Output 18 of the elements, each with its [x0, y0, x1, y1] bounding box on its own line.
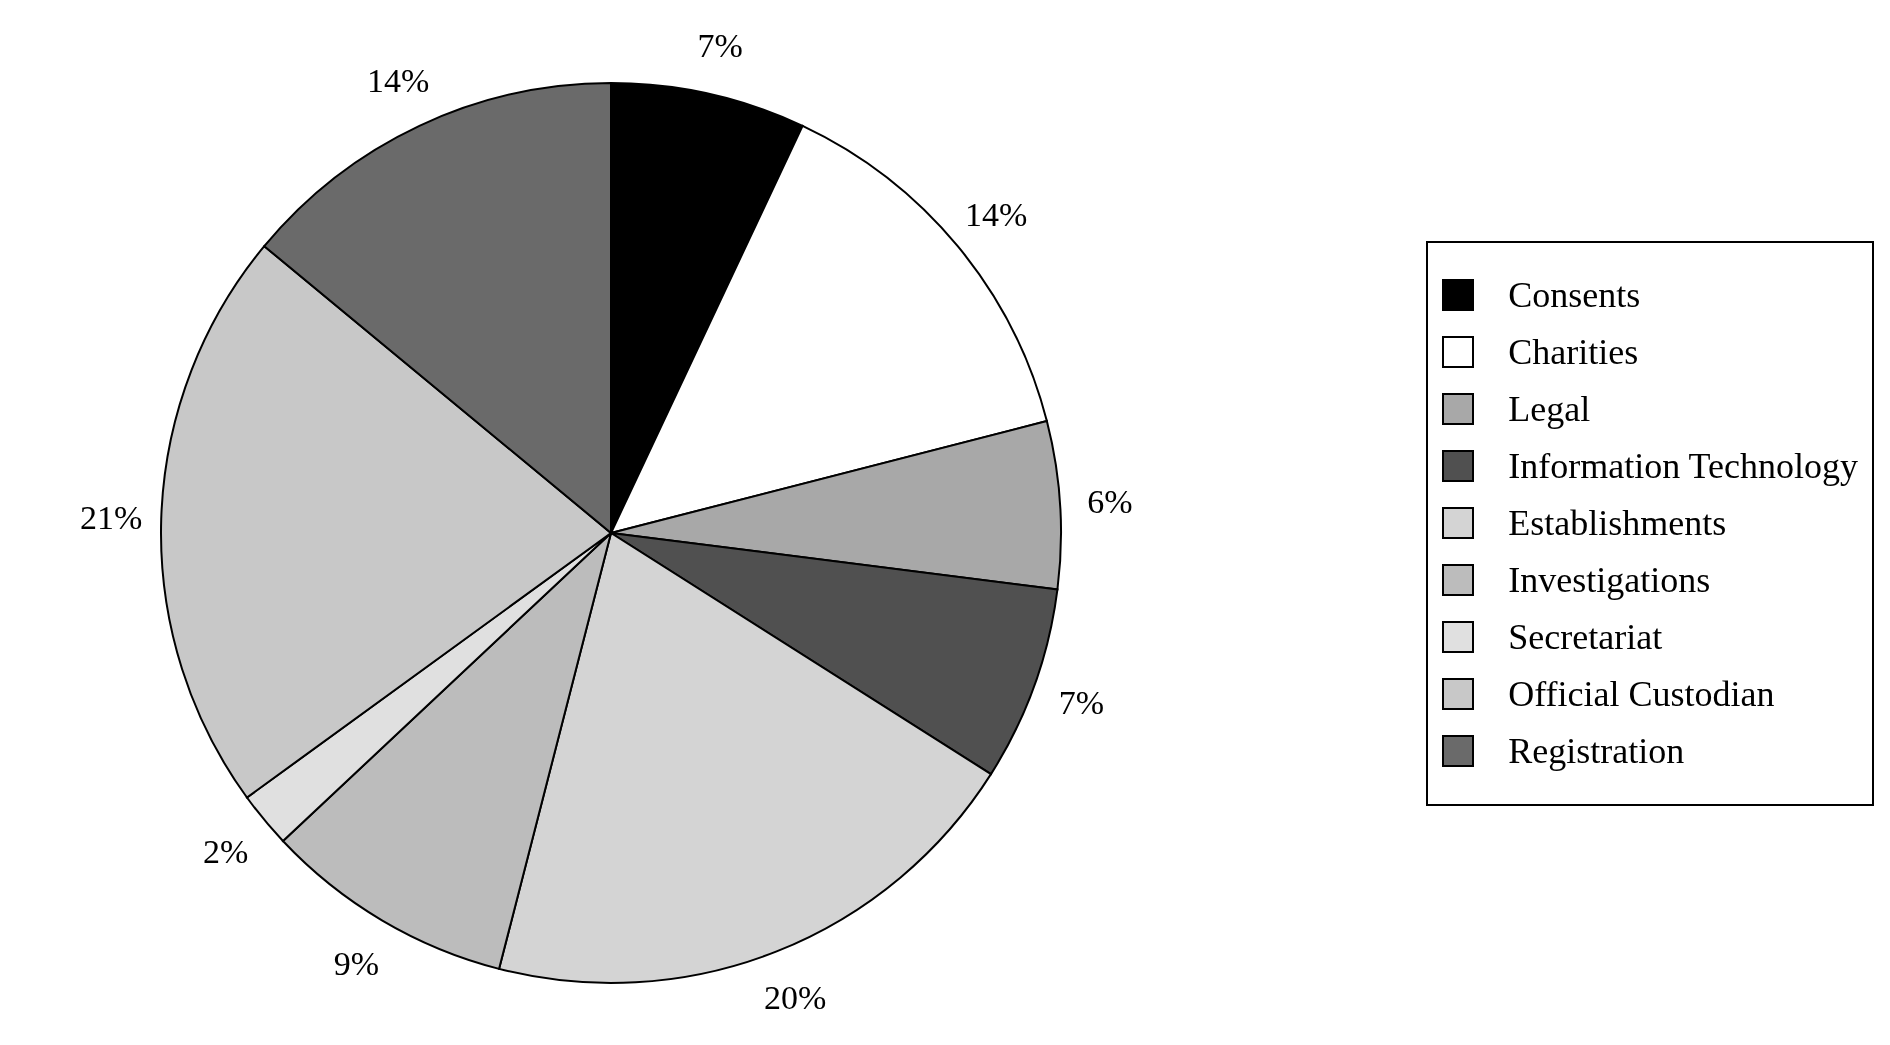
data-label: 21%: [80, 498, 143, 536]
legend-label: Legal: [1508, 388, 1591, 430]
legend-label: Charities: [1508, 331, 1639, 373]
legend-label: Consents: [1508, 274, 1641, 316]
data-label: 7%: [1058, 683, 1105, 721]
data-label: 14%: [366, 62, 430, 100]
data-label: 20%: [763, 979, 827, 1017]
legend-label: Investigations: [1508, 559, 1711, 601]
data-label: 7%: [697, 26, 743, 64]
legend-label: Registration: [1508, 730, 1685, 772]
legend-label: Secretariat: [1508, 616, 1663, 658]
legend-label: Official Custodian: [1508, 673, 1775, 715]
legend-label: Establishments: [1508, 502, 1727, 544]
data-label: 9%: [333, 944, 380, 982]
data-label: 14%: [965, 195, 1028, 233]
data-label: 2%: [203, 833, 249, 871]
legend-label: Information Technology: [1508, 445, 1858, 487]
data-label: 6%: [1087, 483, 1133, 521]
